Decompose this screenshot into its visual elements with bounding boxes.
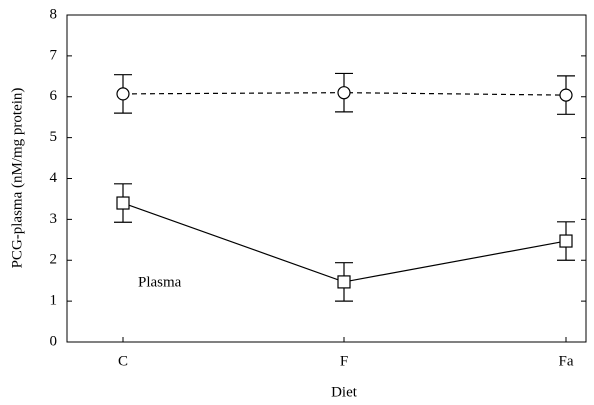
x-tick-label: Fa [559,353,574,369]
y-axis-label: PCG-plasma (nM/mg protein) [9,88,25,269]
marker [116,196,130,210]
marker [559,88,573,102]
x-tick-label: F [340,353,348,369]
annotation: Plasma [138,274,182,290]
y-tick-label: 0 [50,333,58,349]
y-tick-label: 1 [50,293,58,309]
y-tick-label: 6 [50,88,58,104]
y-tick-label: 7 [50,47,58,63]
marker [337,86,351,100]
x-tick-label: C [118,353,128,369]
y-tick-label: 2 [50,252,58,268]
series-line [122,92,567,96]
y-tick-label: 8 [50,6,58,22]
marker [116,87,130,101]
y-tick-label: 4 [50,170,58,186]
marker [559,234,573,248]
marker [337,275,351,289]
y-tick-label: 5 [50,129,58,145]
plot-frame [66,14,587,343]
x-axis-label: Diet [331,384,358,400]
y-tick-label: 3 [50,211,58,227]
